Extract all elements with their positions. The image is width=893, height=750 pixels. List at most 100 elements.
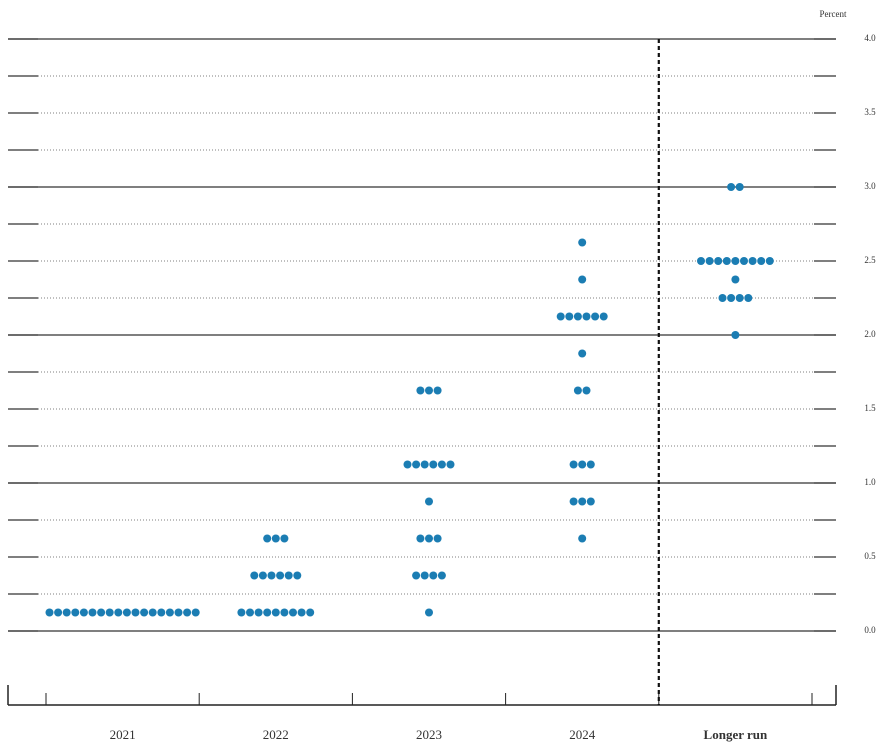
dot — [148, 608, 157, 617]
dot — [293, 571, 302, 580]
dot — [727, 294, 736, 302]
dot — [735, 294, 744, 302]
y-tick-label: 0.0 — [864, 625, 876, 635]
dot — [263, 608, 272, 617]
y-tick-label: 3.0 — [864, 181, 876, 191]
dot — [71, 608, 80, 617]
dot — [420, 460, 429, 469]
dot — [297, 608, 306, 617]
dot — [429, 571, 438, 580]
dot — [258, 571, 267, 580]
dot — [433, 386, 442, 395]
dot — [425, 534, 433, 543]
dot — [578, 460, 587, 469]
x-tick-label: 2023 — [416, 727, 442, 742]
dot — [174, 608, 183, 617]
y-axis-label: Percent — [820, 9, 847, 19]
dot — [425, 386, 433, 395]
x-tick-label: Longer run — [704, 727, 768, 742]
dot — [79, 608, 88, 617]
dot — [122, 608, 131, 617]
dot — [88, 608, 97, 617]
dot — [289, 608, 297, 617]
dot — [731, 257, 740, 265]
y-tick-label: 4.0 — [864, 33, 876, 43]
dot — [735, 183, 744, 191]
dot — [757, 257, 766, 265]
dot — [433, 534, 442, 543]
dot — [731, 275, 740, 284]
y-tick-label: 2.5 — [864, 255, 876, 265]
dot — [276, 571, 285, 580]
dot — [591, 312, 600, 321]
dot — [705, 257, 714, 265]
dot — [237, 608, 246, 617]
dot — [748, 257, 757, 265]
dot — [140, 608, 149, 617]
dot — [446, 460, 455, 469]
dot — [582, 386, 591, 395]
dot — [280, 608, 289, 617]
dot — [573, 386, 582, 395]
dot — [565, 312, 574, 321]
dot — [263, 534, 272, 543]
dot — [744, 294, 753, 302]
dot — [425, 497, 433, 506]
dot — [97, 608, 106, 617]
dot — [437, 571, 446, 580]
dot — [45, 608, 54, 617]
dot — [578, 238, 587, 247]
dot — [578, 497, 587, 506]
dot — [114, 608, 123, 617]
dot — [578, 534, 587, 543]
dot — [697, 257, 705, 265]
dot — [722, 257, 731, 265]
y-tick-label: 1.5 — [864, 403, 876, 413]
dot — [727, 183, 736, 191]
y-tick-label: 2.0 — [864, 329, 876, 339]
dot — [105, 608, 114, 617]
x-tick-label: 2021 — [110, 727, 136, 742]
dot — [54, 608, 63, 617]
dot — [573, 312, 582, 321]
dot — [569, 460, 578, 469]
y-tick-label: 3.5 — [864, 107, 876, 117]
dot — [556, 312, 565, 321]
dot — [718, 294, 727, 302]
dot — [437, 460, 446, 469]
dot — [582, 312, 591, 321]
dot — [731, 331, 740, 339]
y-tick-label: 0.5 — [864, 551, 876, 561]
dot — [306, 608, 315, 617]
dot — [267, 571, 276, 580]
dot — [284, 571, 293, 580]
dot — [714, 257, 723, 265]
dot — [765, 257, 774, 265]
dot — [191, 608, 200, 617]
dot — [403, 460, 412, 469]
dot — [62, 608, 71, 617]
dot — [420, 571, 429, 580]
dot — [131, 608, 140, 617]
dot — [271, 534, 280, 543]
dot — [740, 257, 748, 265]
dot — [578, 349, 587, 358]
dot — [416, 386, 425, 395]
dot — [254, 608, 263, 617]
dot — [599, 312, 608, 321]
dot — [412, 571, 421, 580]
dot — [165, 608, 174, 617]
x-tick-label: 2022 — [263, 727, 289, 742]
dot — [416, 534, 425, 543]
dot — [271, 608, 280, 617]
dot — [280, 534, 289, 543]
y-tick-label: 1.0 — [864, 477, 876, 487]
dot — [246, 608, 254, 617]
dot — [412, 460, 421, 469]
x-tick-label: 2024 — [569, 727, 596, 742]
dot — [429, 460, 438, 469]
dot — [586, 497, 595, 506]
dot — [183, 608, 192, 617]
dot — [157, 608, 166, 617]
